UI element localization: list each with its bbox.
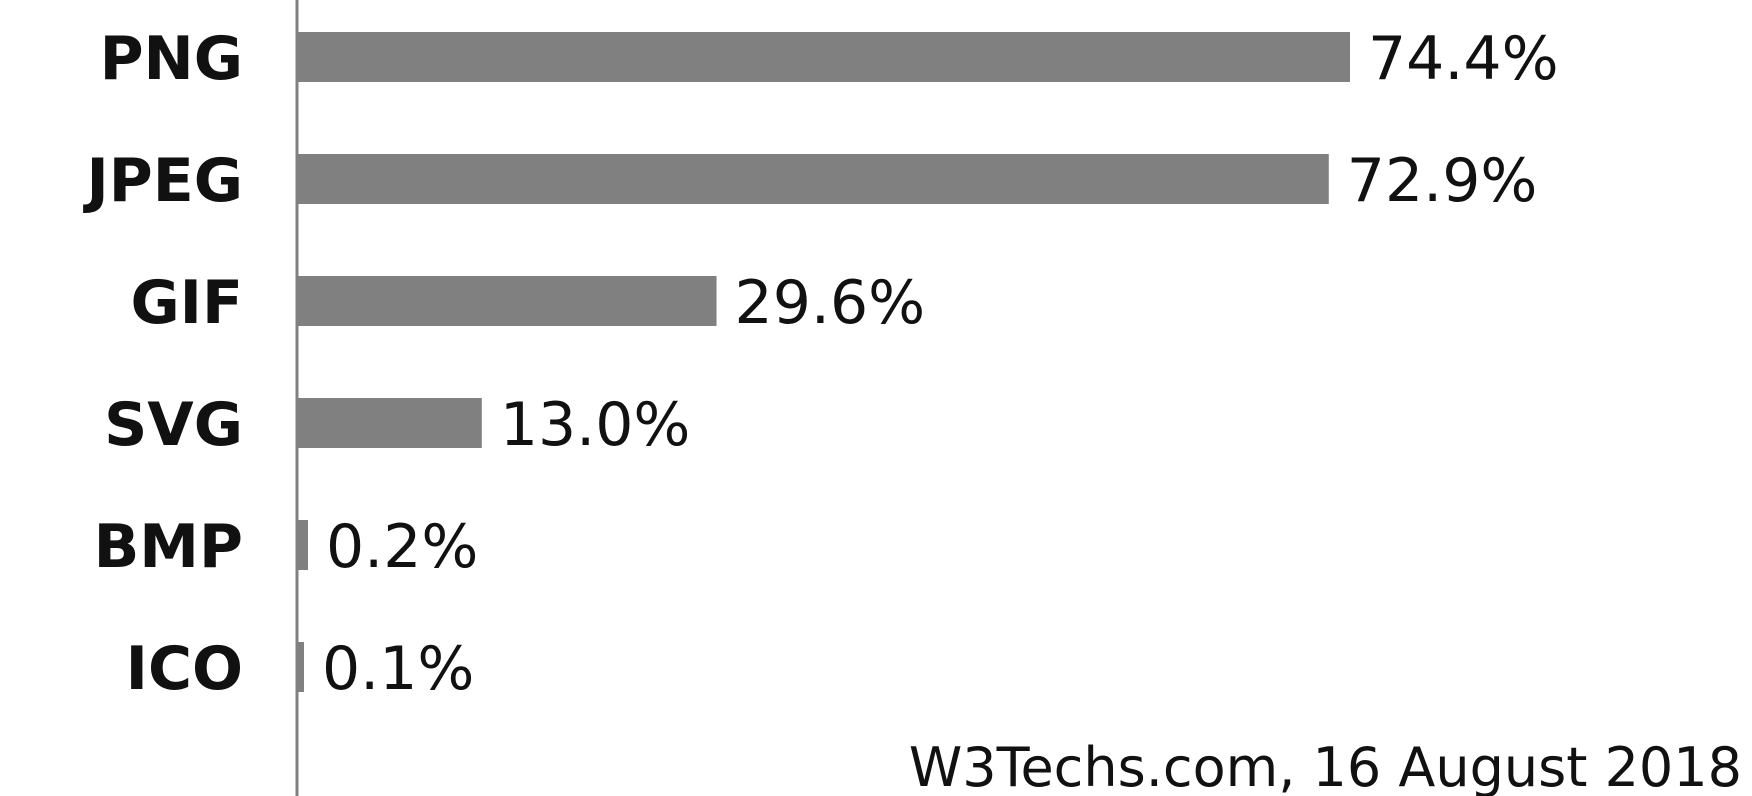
value-label-png: 74.4%	[1368, 24, 1559, 94]
bar-jpeg	[298, 154, 1329, 204]
category-label-png: PNG	[100, 24, 243, 94]
bar-bmp	[298, 520, 308, 570]
category-label-gif: GIF	[130, 268, 243, 338]
bar-ico	[298, 642, 304, 692]
source-label: W3Techs.com, 16 August 2018	[909, 736, 1742, 796]
value-label-ico: 0.1%	[322, 634, 474, 704]
value-label-gif: 29.6%	[735, 268, 926, 338]
value-label-bmp: 0.2%	[326, 512, 478, 582]
bars-layer	[298, 32, 1350, 692]
category-label-ico: ICO	[126, 634, 243, 704]
category-labels-layer: PNG JPEG GIF SVG BMP ICO	[82, 24, 243, 704]
category-label-svg: SVG	[104, 390, 243, 460]
bar-png	[298, 32, 1350, 82]
category-label-jpeg: JPEG	[82, 146, 243, 216]
category-label-bmp: BMP	[94, 512, 243, 582]
value-label-svg: 13.0%	[500, 390, 691, 460]
bar-gif	[298, 276, 717, 326]
value-label-jpeg: 72.9%	[1347, 146, 1538, 216]
value-labels-layer: 74.4% 72.9% 29.6% 13.0% 0.2% 0.1%	[322, 24, 1559, 704]
bar-svg	[298, 398, 482, 448]
